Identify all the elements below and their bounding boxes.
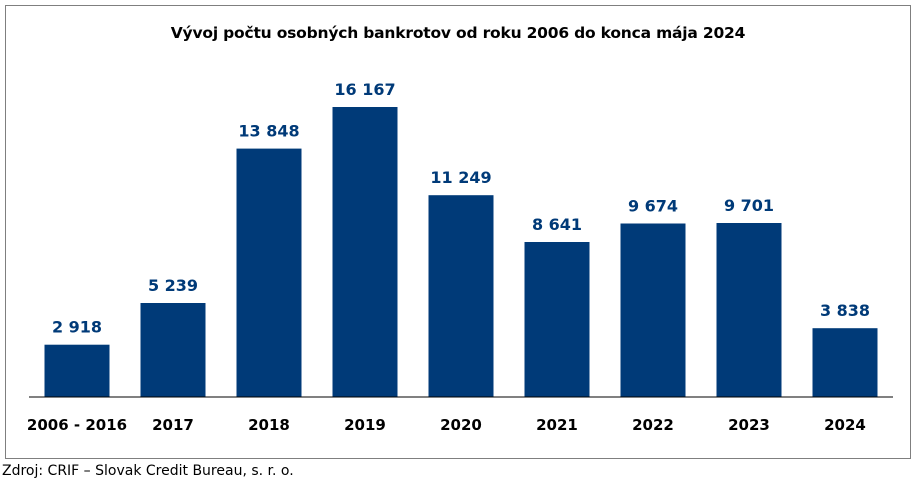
bar-2017	[140, 303, 206, 397]
x-tick-label: 2021	[536, 416, 578, 434]
x-tick-label: 2022	[632, 416, 674, 434]
x-tick-label: 2018	[248, 416, 290, 434]
x-tick-label: 2024	[824, 416, 866, 434]
bar-2018	[236, 148, 302, 397]
value-label: 16 167	[334, 80, 395, 99]
value-label: 9 674	[628, 197, 678, 216]
value-label: 2 918	[52, 318, 102, 337]
tick-labels-layer: 2006 - 2016 2017 2018 2019 2020 2021 2022 2023 2…	[27, 416, 866, 434]
bar-2024	[812, 328, 878, 397]
bar-2019	[332, 107, 398, 397]
bar-2023	[716, 223, 782, 397]
value-label: 9 701	[724, 196, 774, 215]
bar-2021	[524, 242, 590, 397]
bar-2006-2016	[44, 344, 110, 397]
value-label: 3 838	[820, 301, 870, 320]
x-tick-label: 2017	[152, 416, 194, 434]
value-labels-layer: 2 918 5 239 13 848 16 167 11 249 8 641 9 674 9 …	[52, 80, 870, 337]
value-label: 13 848	[238, 122, 299, 141]
x-tick-label: 2020	[440, 416, 482, 434]
bars-layer	[44, 107, 878, 397]
bar-2020	[428, 195, 494, 397]
x-tick-label: 2006 - 2016	[27, 416, 127, 434]
source-note: Zdroj: CRIF – Slovak Credit Bureau, s. r…	[2, 463, 294, 479]
value-label: 5 239	[148, 276, 198, 295]
x-tick-label: 2023	[728, 416, 770, 434]
bar-2022	[620, 223, 686, 397]
value-label: 11 249	[430, 168, 491, 187]
x-tick-label: 2019	[344, 416, 386, 434]
chart-title: Vývoj počtu osobných bankrotov od roku 2…	[170, 24, 746, 42]
value-label: 8 641	[532, 215, 582, 234]
